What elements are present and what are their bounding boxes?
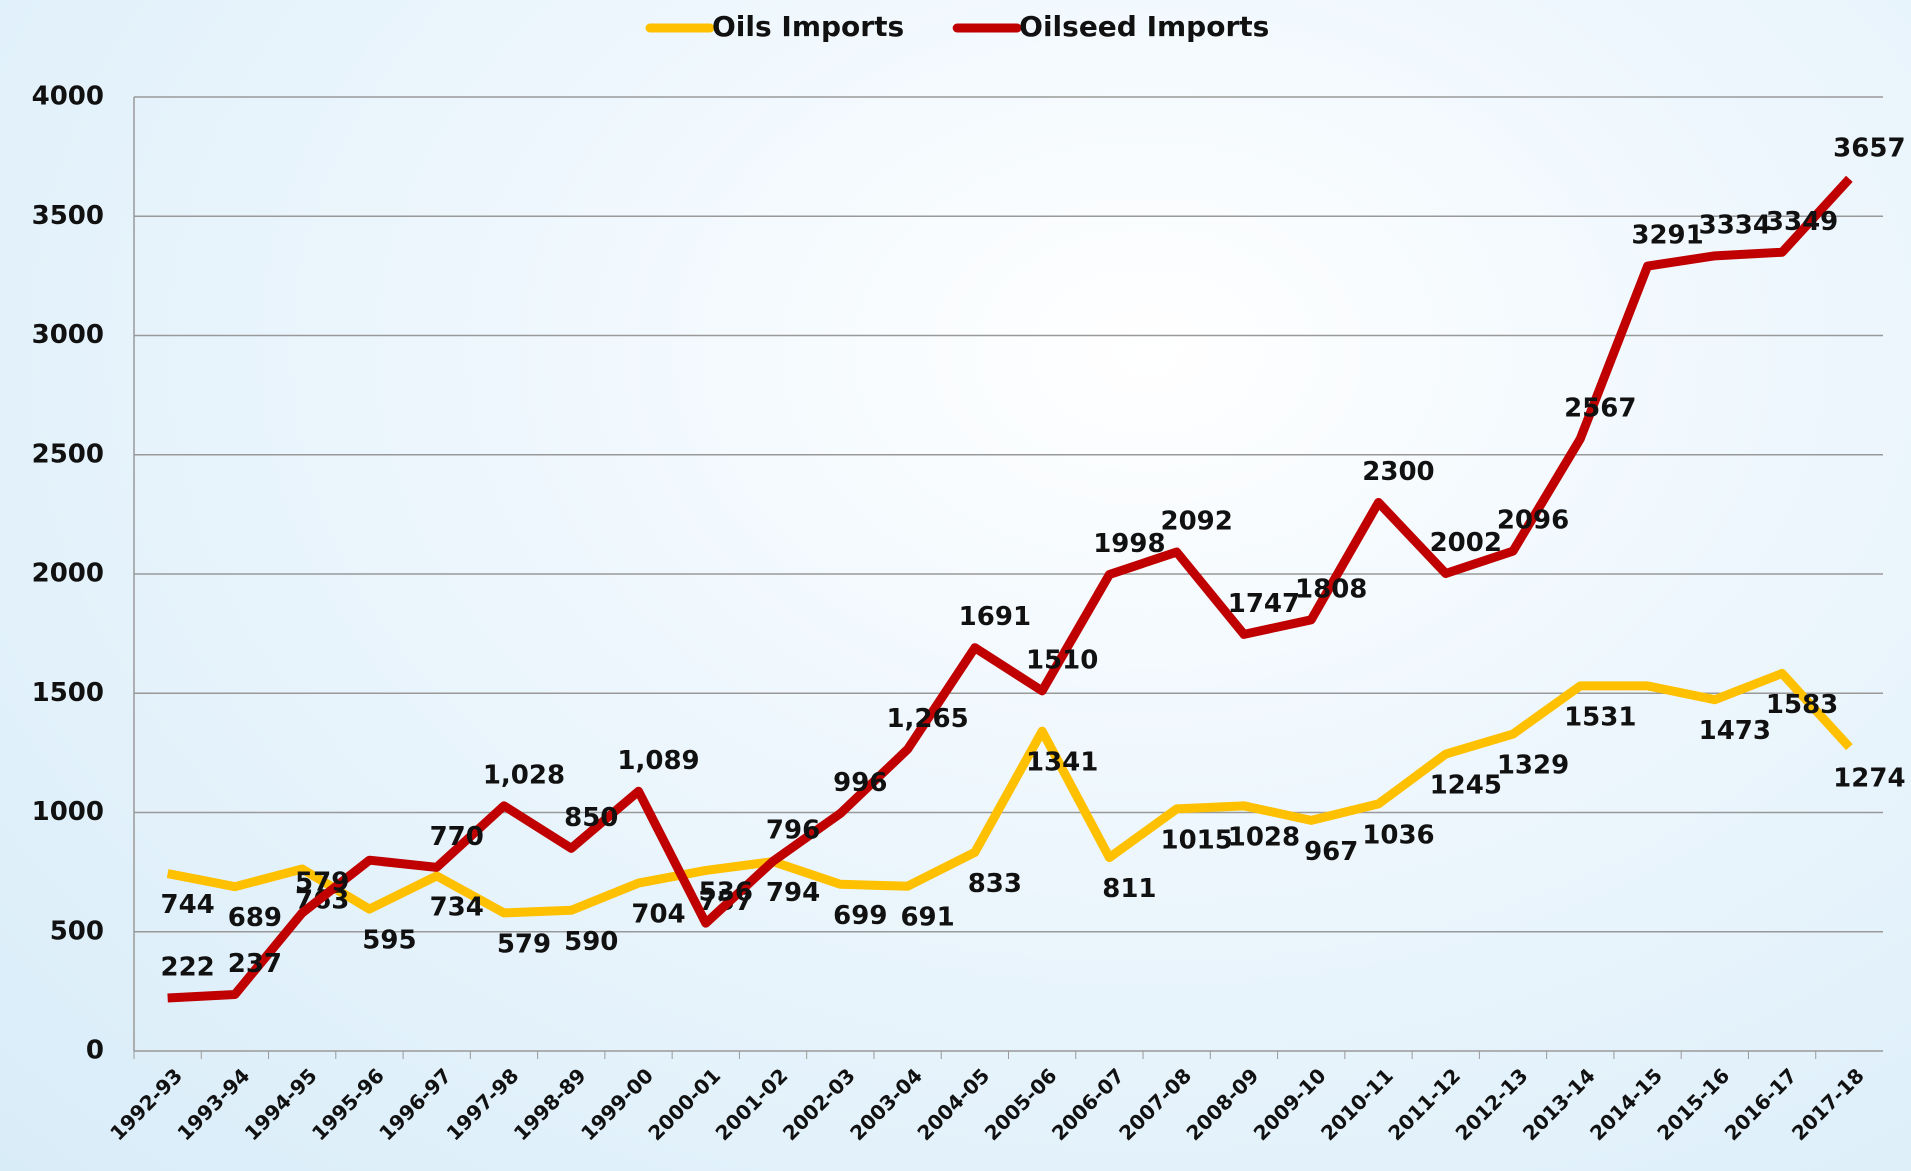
- x-tick-label: 2017-18: [1787, 1063, 1869, 1145]
- data-label: 1,265: [886, 704, 968, 734]
- data-label: 590: [564, 927, 618, 957]
- data-label: 1245: [1430, 771, 1502, 801]
- x-tick-label: 2009-10: [1249, 1063, 1331, 1145]
- x-tick-label: 2000-01: [643, 1063, 725, 1145]
- data-label: 2300: [1362, 457, 1434, 487]
- data-label: 1747: [1228, 589, 1300, 619]
- x-tick-label: 1994-95: [240, 1063, 322, 1145]
- x-tick-label: 2011-12: [1383, 1063, 1465, 1145]
- data-label: 536: [699, 878, 753, 908]
- x-tick-label: 1995-96: [307, 1063, 389, 1145]
- x-tick-label: 1998-89: [509, 1063, 591, 1145]
- data-label: 1015: [1160, 825, 1232, 855]
- y-tick-label: 0: [86, 1036, 104, 1066]
- data-label: 2096: [1497, 506, 1569, 536]
- legend-label: Oilseed Imports: [1019, 10, 1269, 43]
- y-tick-label: 2500: [32, 439, 104, 469]
- data-label: 2092: [1160, 507, 1232, 537]
- data-label: 1028: [1228, 822, 1300, 852]
- x-tick-label: 2005-06: [980, 1063, 1062, 1145]
- data-label: 689: [228, 903, 282, 933]
- x-tick-label: 2014-15: [1585, 1063, 1667, 1145]
- y-tick-label: 2000: [32, 559, 104, 589]
- data-label: 2567: [1564, 393, 1636, 423]
- data-label: 1583: [1766, 690, 1838, 720]
- data-label: 699: [833, 901, 887, 931]
- x-tick-label: 1999-00: [576, 1063, 658, 1145]
- data-label: 1531: [1564, 702, 1636, 732]
- data-label: 222: [160, 953, 214, 983]
- x-tick-label: 1996-97: [374, 1063, 456, 1145]
- data-label: 579: [295, 867, 349, 897]
- x-tick-label: 1993-94: [172, 1063, 254, 1145]
- data-label: 850: [564, 803, 618, 833]
- data-label: 770: [430, 822, 484, 852]
- x-tick-label: 2010-11: [1316, 1063, 1398, 1145]
- y-tick-label: 3500: [32, 201, 104, 231]
- x-tick-label: 2002-03: [778, 1063, 860, 1145]
- data-label: 833: [968, 869, 1022, 899]
- x-tick-label: 2003-04: [845, 1063, 927, 1145]
- data-label: 2002: [1430, 528, 1502, 558]
- data-label: 595: [362, 926, 416, 956]
- x-tick-label: 2008-09: [1181, 1063, 1263, 1145]
- data-label: 811: [1102, 874, 1156, 904]
- data-label: 1341: [1026, 748, 1098, 778]
- data-label: 794: [766, 878, 820, 908]
- data-label: 796: [766, 816, 820, 846]
- series-line: [167, 175, 1853, 1003]
- data-label: 237: [228, 949, 282, 979]
- data-label: 3291: [1631, 221, 1703, 251]
- data-label: 1,089: [617, 746, 699, 776]
- data-label: 691: [900, 903, 954, 933]
- data-label: 1691: [959, 602, 1031, 632]
- x-tick-label: 2004-05: [912, 1063, 994, 1145]
- data-label: 1036: [1362, 820, 1434, 850]
- data-label: 1,028: [483, 760, 565, 790]
- data-label: 744: [160, 890, 214, 920]
- x-tick-label: 2001-02: [711, 1063, 793, 1145]
- x-tick-label: 2015-16: [1652, 1063, 1734, 1145]
- data-label: 967: [1304, 837, 1358, 867]
- y-tick-label: 3000: [32, 320, 104, 350]
- data-label: 1329: [1497, 751, 1569, 781]
- x-tick-label: 1992-93: [105, 1063, 187, 1145]
- data-label: 1998: [1093, 529, 1165, 559]
- data-label: 996: [833, 768, 887, 798]
- x-tick-label: 2012-13: [1451, 1063, 1533, 1145]
- data-label: 3349: [1766, 207, 1838, 237]
- data-label: 1808: [1295, 574, 1367, 604]
- x-tick-label: 1997-98: [442, 1063, 524, 1145]
- x-tick-label: 2016-17: [1720, 1063, 1802, 1145]
- y-tick-label: 500: [50, 916, 104, 946]
- data-label: 1274: [1833, 764, 1905, 794]
- x-tick-label: 2007-08: [1114, 1063, 1196, 1145]
- data-label: 1473: [1699, 716, 1771, 746]
- data-label: 704: [631, 900, 685, 930]
- data-label: 3657: [1833, 133, 1905, 163]
- y-tick-label: 1500: [32, 678, 104, 708]
- y-tick-label: 4000: [32, 82, 104, 112]
- data-label: 579: [497, 929, 551, 959]
- series-line: [166, 668, 1853, 918]
- data-label: 1510: [1026, 645, 1098, 675]
- x-tick-label: 2006-07: [1047, 1063, 1129, 1145]
- legend-label: Oils Imports: [712, 10, 904, 43]
- data-label: 3334: [1699, 210, 1771, 240]
- x-tick-label: 2013-14: [1518, 1063, 1600, 1145]
- data-label: 734: [430, 892, 484, 922]
- y-tick-label: 1000: [32, 797, 104, 827]
